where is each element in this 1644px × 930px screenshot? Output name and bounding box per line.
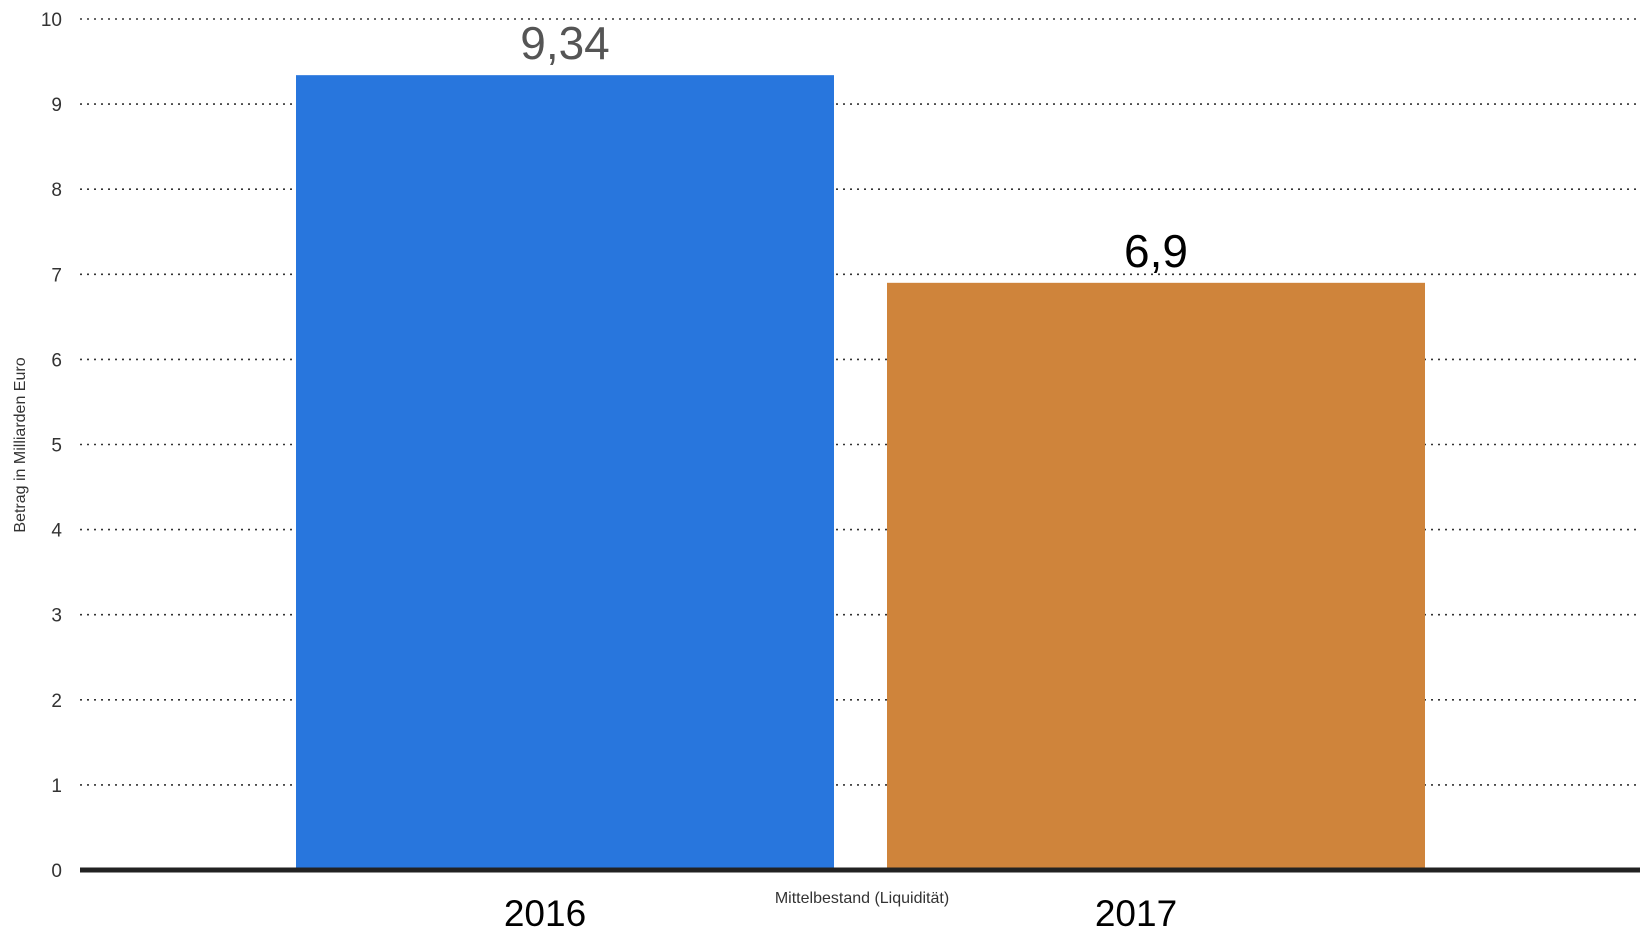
bar-2016 xyxy=(296,75,834,870)
y-tick-label: 5 xyxy=(51,436,62,457)
y-tick-label: 9 xyxy=(51,95,62,116)
bar-2017 xyxy=(887,282,1425,870)
y-tick-label: 6 xyxy=(51,350,62,371)
y-tick-label: 4 xyxy=(51,521,62,542)
data-label-2016: 9,34 xyxy=(520,17,610,69)
y-tick-label: 8 xyxy=(51,180,62,201)
y-tick-label: 3 xyxy=(51,606,62,627)
y-tick-label: 0 xyxy=(51,861,62,882)
labels: 0 1 2 3 4 5 6 7 8 9 10 9,34 2016 6,9 2017 xyxy=(41,10,1188,930)
y-tick-label: 7 xyxy=(51,265,62,286)
y-axis-title: Betrag in Milliarden Euro xyxy=(12,357,29,532)
y-tick-label: 2 xyxy=(51,691,62,712)
x-axis-title: Mittelbestand (Liquidität) xyxy=(775,890,949,907)
x-tick-label-2017: 2017 xyxy=(1095,893,1177,930)
bars xyxy=(296,75,1425,870)
x-tick-label-2016: 2016 xyxy=(504,893,586,930)
y-tick-label: 10 xyxy=(41,10,62,31)
y-tick-label: 1 xyxy=(51,776,62,797)
data-label-2017: 6,9 xyxy=(1124,225,1188,277)
